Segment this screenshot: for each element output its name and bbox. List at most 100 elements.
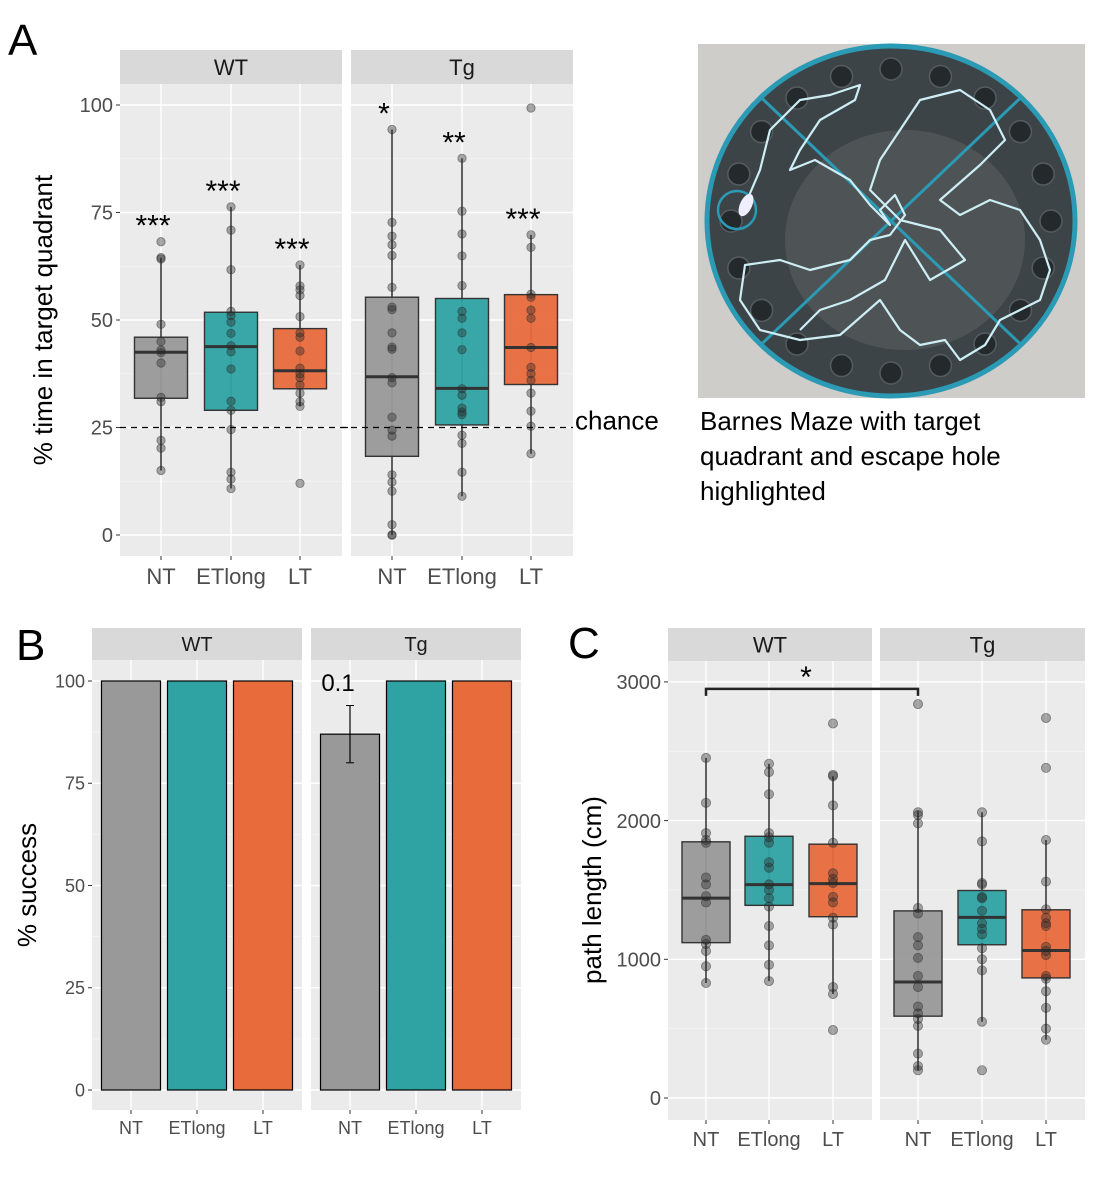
data-point — [764, 857, 775, 868]
x-tick-label: NT — [338, 1118, 362, 1138]
data-point — [1041, 712, 1052, 723]
y-tick-label: 25 — [65, 978, 85, 998]
barnes-maze-photo — [698, 43, 1085, 399]
data-point — [387, 302, 397, 312]
data-point — [1041, 921, 1052, 932]
data-point — [526, 449, 536, 459]
maze-hole — [749, 119, 774, 144]
data-point — [526, 103, 536, 113]
mouse-path-trace — [738, 83, 1052, 362]
data-point — [457, 390, 467, 400]
data-point — [387, 305, 397, 315]
group-tg-nt — [893, 699, 943, 1076]
data-point — [226, 311, 236, 321]
maze-hole — [879, 57, 903, 81]
y-tick-label: 0 — [102, 525, 113, 547]
data-point — [764, 758, 775, 769]
facet-label: Tg — [970, 632, 996, 657]
data-point — [457, 280, 467, 291]
facet-strip-tg — [351, 50, 573, 84]
facet-strip-tg — [880, 628, 1085, 661]
mouse — [738, 193, 754, 217]
group-wt-nt — [100, 680, 162, 1091]
data-point — [457, 345, 467, 355]
data-point — [526, 242, 536, 252]
data-point — [156, 348, 166, 358]
data-point — [226, 347, 236, 357]
data-point — [387, 378, 397, 388]
data-point — [913, 908, 924, 919]
data-point — [226, 474, 236, 484]
data-point — [526, 375, 536, 385]
data-point — [913, 1001, 924, 1012]
significance-marker: * — [378, 98, 390, 131]
data-point — [913, 807, 924, 818]
maze-hole — [785, 86, 809, 110]
data-point — [457, 313, 467, 323]
maze-hole — [1031, 256, 1055, 280]
chance-label: chance — [575, 406, 659, 436]
panel-letter-a: A — [8, 16, 38, 65]
data-point — [526, 406, 536, 416]
data-point — [1041, 1034, 1052, 1045]
data-point — [913, 902, 924, 913]
maze-hole — [829, 64, 854, 89]
escape-hole-highlight — [716, 189, 758, 231]
data-point — [526, 230, 536, 240]
data-point — [387, 342, 397, 352]
data-point — [828, 868, 839, 879]
data-point — [156, 435, 166, 445]
comparison-significance: * — [800, 661, 812, 694]
data-point — [387, 124, 397, 135]
y-tick-label: 3000 — [617, 672, 662, 694]
significance-marker: ** — [442, 126, 466, 159]
data-point — [1041, 918, 1052, 929]
data-point — [913, 932, 924, 943]
y-tick-label: 2000 — [617, 811, 662, 833]
data-point — [387, 328, 397, 338]
data-point — [387, 486, 397, 496]
data-point — [295, 373, 305, 383]
data-point — [387, 231, 397, 241]
box — [681, 841, 731, 944]
y-tick-label: 0 — [650, 1088, 661, 1110]
box — [893, 910, 943, 1017]
maze-hole — [727, 256, 751, 280]
data-point — [295, 478, 305, 488]
facet-label: Tg — [404, 634, 427, 656]
data-point — [701, 934, 712, 945]
data-point — [828, 988, 839, 999]
data-point — [828, 837, 839, 848]
data-point — [457, 251, 467, 261]
data-point — [457, 153, 467, 163]
data-point — [387, 250, 397, 261]
data-point — [526, 388, 536, 398]
significance-marker: *** — [505, 203, 540, 236]
facet-strip-tg — [311, 628, 521, 660]
data-point — [226, 317, 236, 327]
data-point — [387, 240, 397, 250]
x-tick-label: LT — [519, 564, 543, 589]
data-point — [1041, 835, 1052, 846]
data-point — [828, 1025, 839, 1036]
data-point — [457, 409, 467, 420]
significance-marker: *** — [274, 233, 309, 266]
group-wt-nt — [681, 752, 731, 989]
data-point — [764, 767, 775, 778]
data-point — [457, 206, 467, 216]
group-tg-lt — [1021, 712, 1071, 1045]
group-tg-etlong — [957, 807, 1007, 1076]
data-point — [457, 328, 467, 338]
maze-ring — [704, 43, 1078, 399]
data-point — [764, 884, 775, 895]
data-point — [913, 810, 924, 821]
data-point — [828, 891, 839, 902]
data-point — [387, 412, 397, 422]
group-tg-nt: 0.1 — [319, 670, 381, 1091]
data-point — [977, 965, 988, 976]
data-point — [828, 718, 839, 729]
data-point — [387, 477, 397, 487]
maze-hole — [829, 353, 854, 378]
data-point — [701, 897, 712, 908]
